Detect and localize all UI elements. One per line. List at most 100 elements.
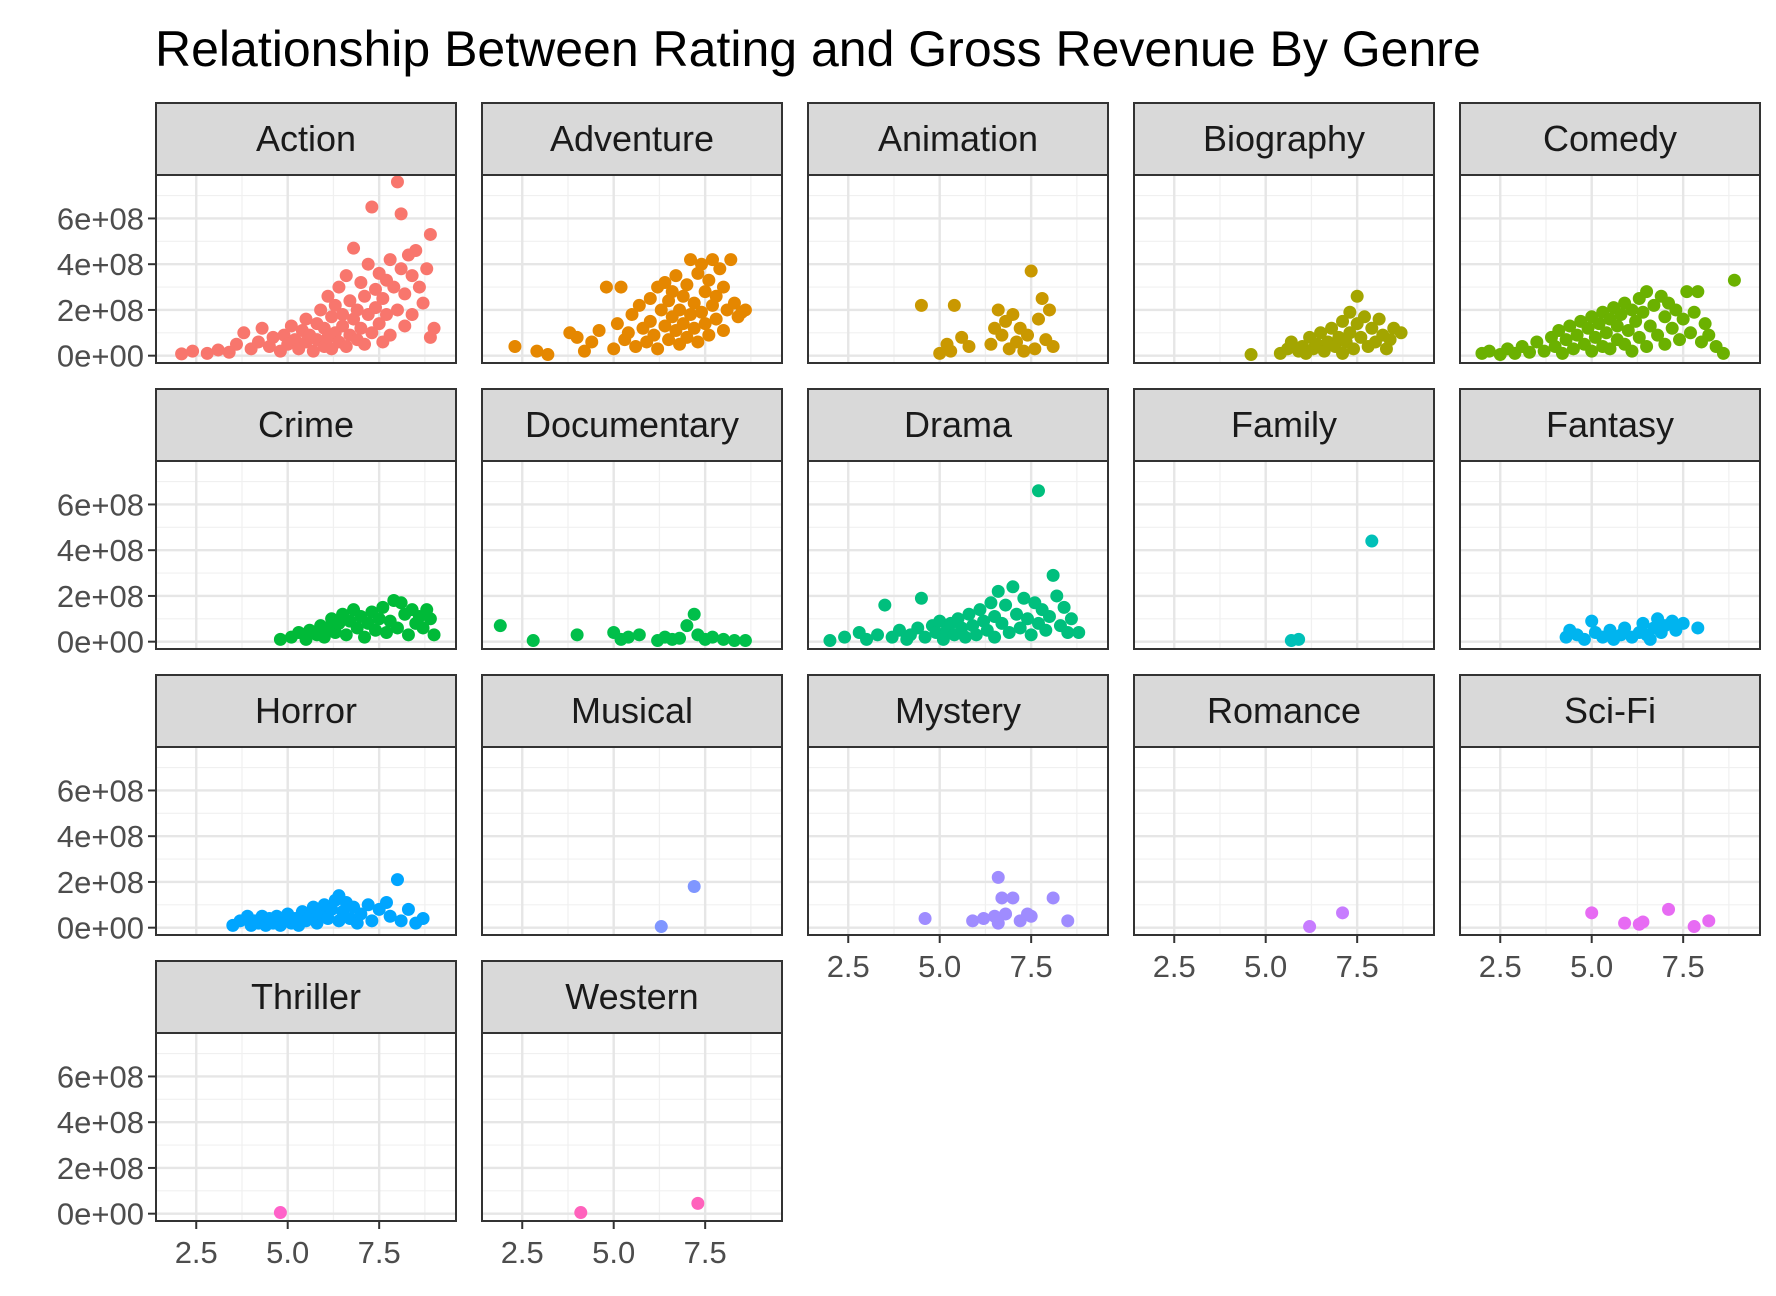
facet-strip-label: Comedy	[1543, 118, 1677, 159]
y-tick-label: 4e+08	[57, 819, 144, 854]
data-point	[1042, 303, 1056, 317]
facet-strip	[807, 674, 1109, 748]
data-point	[369, 282, 383, 296]
data-point	[1064, 612, 1078, 626]
data-point	[918, 630, 932, 644]
data-point	[358, 289, 372, 303]
data-point	[1365, 534, 1379, 548]
data-point	[390, 303, 404, 317]
data-point	[394, 262, 408, 276]
facet-mystery: Mystery 2.5 5.0 7.5	[807, 674, 1109, 984]
y-tick-label: 0e+00	[57, 339, 144, 374]
facet-strip	[1133, 388, 1435, 462]
facet-strip-label: Action	[256, 118, 356, 159]
data-point	[266, 330, 280, 344]
facet-strip-label: Romance	[1207, 690, 1361, 731]
data-point	[394, 914, 408, 928]
facet-strip-label: Mystery	[895, 690, 1021, 731]
y-tick-label: 6e+08	[57, 1059, 144, 1094]
data-point	[1662, 902, 1676, 916]
panel-border	[481, 746, 783, 936]
data-point	[423, 227, 437, 241]
data-point	[570, 628, 584, 642]
panel-grid	[1134, 747, 1434, 935]
data-point	[321, 289, 335, 303]
data-point	[200, 346, 214, 360]
facet-western: Western 2.5 5.0 7.5	[481, 960, 783, 1270]
data-point	[1482, 344, 1496, 358]
facet-strip	[1133, 102, 1435, 176]
x-tick-label: 7.5	[1662, 949, 1705, 984]
data-point	[273, 1206, 287, 1220]
x-axis: 2.5 5.0 7.5	[501, 1221, 727, 1270]
data-point	[1570, 328, 1584, 342]
data-point	[702, 328, 716, 342]
x-axis: 2.5 5.0 7.5	[1153, 935, 1379, 984]
facet-strip	[155, 388, 457, 462]
data-point	[621, 326, 635, 340]
data-point	[680, 619, 694, 633]
data-point	[541, 348, 555, 362]
data-point	[698, 317, 712, 331]
data-point	[969, 628, 983, 642]
x-tick-label: 2.5	[501, 1235, 544, 1270]
data-point	[632, 628, 646, 642]
data-point	[1336, 906, 1350, 920]
data-point	[1691, 621, 1705, 635]
facet-strip	[481, 674, 783, 748]
data-point	[427, 628, 441, 642]
panel-border	[1133, 746, 1435, 936]
data-point	[1614, 308, 1628, 322]
data-point	[1618, 916, 1632, 930]
data-point	[1563, 319, 1577, 333]
data-point	[354, 321, 368, 335]
data-point	[1625, 303, 1639, 317]
data-point	[662, 333, 676, 347]
data-point	[684, 253, 698, 267]
facet-strip-label: Western	[565, 976, 698, 1017]
data-point	[1372, 312, 1386, 326]
data-point	[1625, 344, 1639, 358]
data-point	[383, 909, 397, 923]
panel-border	[155, 174, 457, 364]
data-point	[1244, 348, 1258, 362]
data-point	[1343, 305, 1357, 319]
facet-strip	[481, 960, 783, 1034]
data-point	[1024, 628, 1038, 642]
data-point	[727, 296, 741, 310]
data-point	[336, 319, 350, 333]
data-points	[1303, 906, 1350, 934]
panel-background	[1134, 747, 1434, 935]
data-point	[1643, 632, 1657, 646]
data-point	[1585, 344, 1599, 358]
data-point	[1665, 321, 1679, 335]
data-point	[350, 303, 364, 317]
data-point	[416, 912, 430, 926]
data-points	[493, 607, 752, 648]
data-point	[647, 328, 661, 342]
data-point	[676, 317, 690, 331]
data-point	[621, 630, 635, 644]
data-point	[211, 343, 225, 357]
x-tick-label: 2.5	[827, 949, 870, 984]
panel-background	[808, 747, 1108, 935]
data-point	[680, 278, 694, 292]
data-point	[1618, 621, 1632, 635]
data-point	[1523, 345, 1537, 359]
data-point	[1021, 328, 1035, 342]
data-point	[1284, 335, 1298, 349]
data-point	[1021, 612, 1035, 626]
data-point	[1024, 909, 1038, 923]
data-point	[1691, 285, 1705, 299]
data-point	[1702, 328, 1716, 342]
y-tick-label: 4e+08	[57, 533, 144, 568]
data-point	[306, 344, 320, 358]
data-point	[398, 319, 412, 333]
data-point	[702, 273, 716, 287]
y-tick-label: 2e+08	[57, 865, 144, 900]
data-point	[508, 340, 522, 354]
data-point	[643, 314, 657, 328]
y-tick-label: 0e+00	[57, 1197, 144, 1232]
facet-strip	[1459, 674, 1761, 748]
data-point	[676, 289, 690, 303]
